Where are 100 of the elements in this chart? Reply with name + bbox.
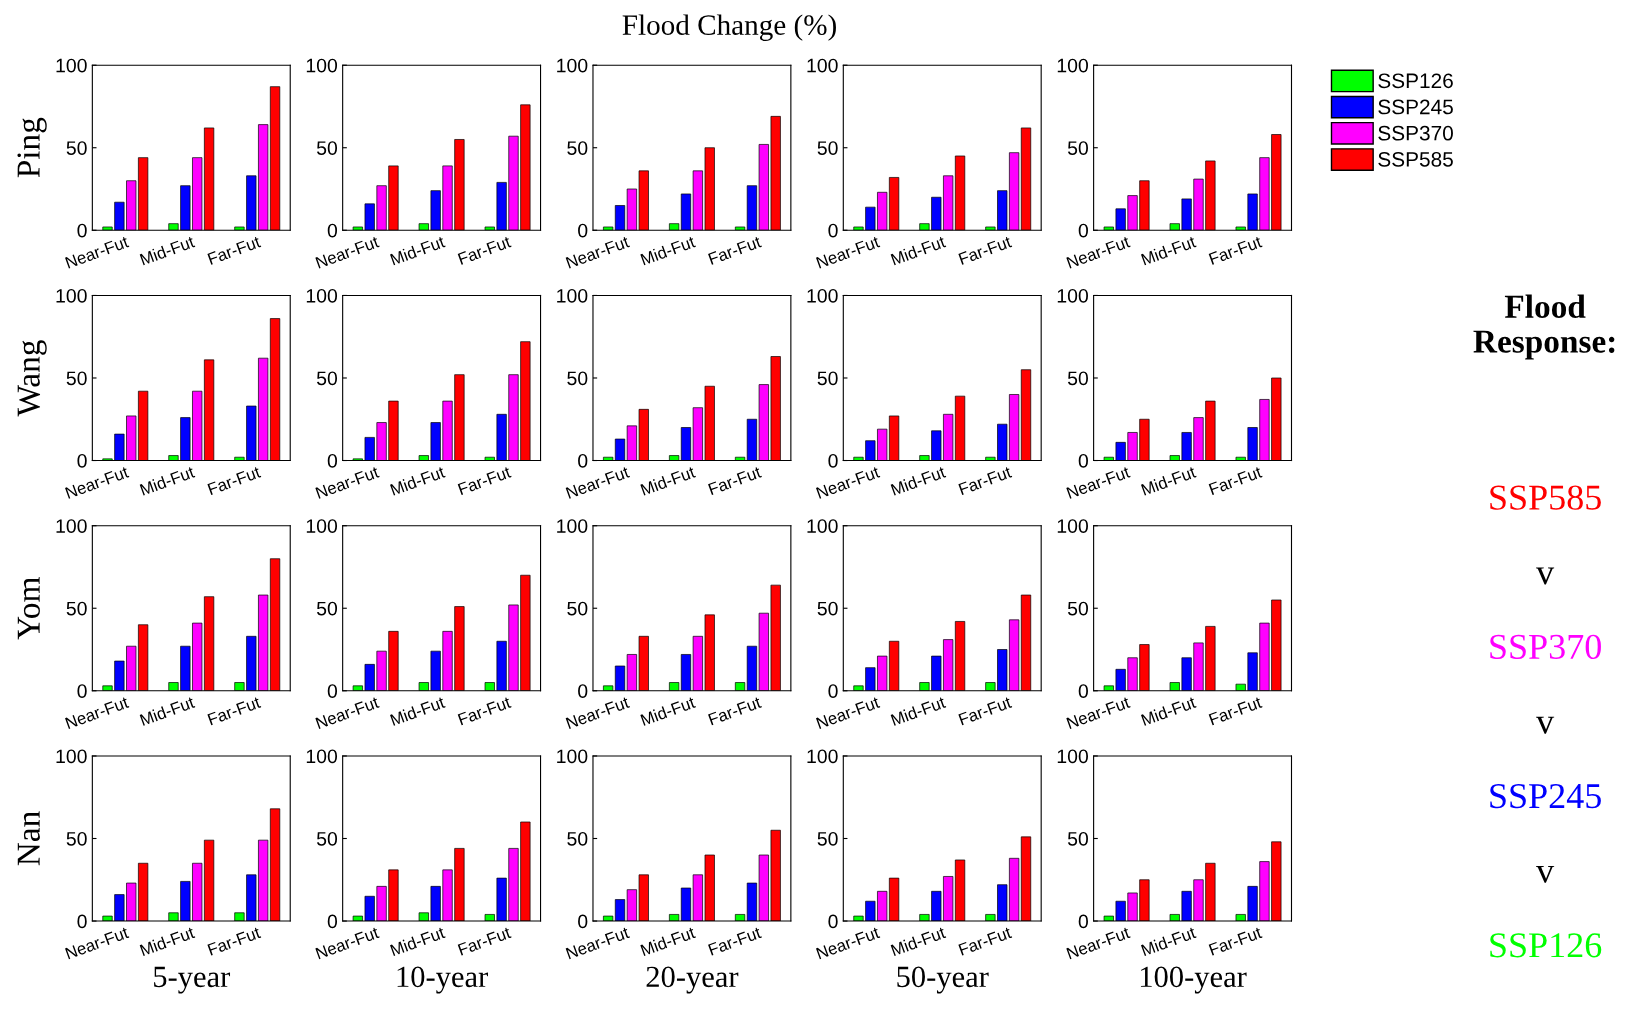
- y-tick-label: 50: [1067, 831, 1088, 846]
- x-tick-label: Far-Fut: [457, 235, 512, 265]
- x-tick-label: Mid-Fut: [890, 235, 947, 266]
- legend-label: SSP245: [1378, 99, 1453, 115]
- x-tick-label: Mid-Fut: [389, 235, 446, 266]
- y-tick-label: 0: [578, 453, 588, 468]
- y-tick-label: 100: [1057, 749, 1088, 764]
- y-tick-label: 100: [807, 58, 838, 73]
- y-tick-label: 100: [557, 519, 588, 533]
- x-tick-label: Mid-Fut: [640, 235, 696, 266]
- x-tick-label: Far-Fut: [708, 926, 762, 956]
- x-tick-label: Mid-Fut: [640, 925, 696, 957]
- x-tick-label: Mid-Fut: [890, 925, 947, 957]
- y-tick-label: 100: [306, 288, 338, 303]
- y-tick-label: 50: [66, 141, 87, 155]
- x-tick-label: Far-Fut: [207, 465, 262, 496]
- y-tick-label: 0: [327, 914, 338, 929]
- y-tick-label: 100: [306, 58, 338, 73]
- text: SSP585: [1490, 485, 1601, 510]
- y-tick-label: 50: [316, 371, 338, 386]
- y-tick-label: 50: [567, 831, 588, 846]
- y-tick-label: 50: [316, 141, 338, 155]
- y-tick-label: 100: [557, 58, 588, 73]
- y-tick-label: 0: [578, 684, 588, 699]
- y-tick-label: 50: [66, 831, 87, 846]
- y-tick-label: 0: [1078, 223, 1088, 238]
- x-tick-label: Far-Fut: [1208, 235, 1263, 265]
- y-tick-label: 50: [66, 371, 87, 386]
- y-tick-label: 50: [817, 141, 838, 155]
- y-tick-label: 0: [77, 914, 87, 929]
- x-axis-title: 50-year: [897, 966, 989, 994]
- x-tick-label: Far-Fut: [457, 465, 512, 496]
- y-tick-label: 50: [316, 601, 338, 616]
- legend-label: SSP370: [1378, 125, 1453, 141]
- y-tick-label: 0: [578, 914, 588, 929]
- y-tick-label: 0: [327, 223, 338, 238]
- y-tick-label: 50: [66, 601, 87, 616]
- text: v: [1536, 865, 1555, 883]
- y-tick-label: 100: [56, 519, 87, 533]
- y-tick-label: 50: [567, 601, 588, 616]
- x-tick-label: Mid-Fut: [139, 925, 196, 957]
- text: Flood Response:: [1473, 294, 1615, 360]
- y-tick-label: 100: [557, 288, 588, 303]
- y-tick-label: 0: [77, 223, 87, 238]
- x-tick-label: Far-Fut: [708, 465, 762, 496]
- text: v: [1536, 567, 1555, 585]
- x-tick-label: Far-Fut: [708, 235, 762, 265]
- x-tick-label: Far-Fut: [457, 926, 512, 956]
- x-axis-title: 20-year: [646, 966, 739, 994]
- y-tick-label: 50: [567, 141, 588, 155]
- x-tick-label: Mid-Fut: [1140, 925, 1197, 957]
- x-tick-label: Far-Fut: [708, 696, 762, 726]
- y-tick-label: 0: [327, 684, 338, 699]
- y-axis-title: Wang: [17, 340, 47, 417]
- x-tick-label: Far-Fut: [958, 696, 1013, 726]
- x-tick-label: Mid-Fut: [1140, 235, 1197, 266]
- y-tick-label: 50: [1067, 141, 1088, 155]
- x-tick-label: Far-Fut: [1208, 465, 1263, 496]
- x-tick-label: Mid-Fut: [139, 235, 196, 266]
- y-tick-label: 100: [807, 749, 838, 764]
- y-tick-label: 0: [828, 684, 838, 699]
- y-tick-label: 0: [1078, 453, 1088, 468]
- y-tick-label: 50: [316, 831, 338, 846]
- x-axis-title: 100-year: [1140, 966, 1247, 994]
- y-tick-label: 0: [1078, 914, 1088, 929]
- text: v: [1536, 716, 1555, 734]
- y-tick-label: 50: [817, 831, 838, 846]
- x-tick-label: Far-Fut: [457, 696, 512, 726]
- y-tick-label: 0: [77, 684, 87, 699]
- y-tick-label: 0: [828, 453, 838, 468]
- y-tick-label: 100: [56, 749, 87, 764]
- x-axis-title: 5-year: [154, 966, 231, 994]
- x-tick-label: Far-Fut: [207, 235, 262, 265]
- x-tick-label: Far-Fut: [958, 926, 1013, 956]
- y-tick-label: 100: [306, 749, 338, 764]
- chart-title: Flood Change (%): [622, 14, 836, 41]
- y-tick-label: 50: [817, 371, 838, 386]
- y-tick-label: 100: [1057, 519, 1088, 533]
- x-tick-label: Far-Fut: [207, 926, 262, 956]
- x-tick-label: Far-Fut: [1208, 926, 1263, 956]
- x-tick-label: Far-Fut: [207, 696, 262, 726]
- y-tick-label: 100: [1057, 58, 1088, 73]
- y-tick-label: 0: [327, 453, 338, 468]
- x-tick-label: Far-Fut: [1208, 696, 1263, 726]
- y-axis-title: Yom: [17, 577, 40, 640]
- y-tick-label: 100: [56, 288, 87, 303]
- y-axis-title: Ping: [17, 117, 47, 178]
- x-tick-label: Mid-Fut: [389, 925, 446, 957]
- text: SSP126: [1490, 933, 1602, 958]
- x-axis-title: 10-year: [397, 966, 488, 994]
- y-tick-label: 0: [77, 453, 87, 468]
- text: SSP370: [1490, 634, 1601, 660]
- y-tick-label: 0: [578, 223, 588, 238]
- y-tick-label: 50: [1067, 601, 1088, 616]
- y-axis-title: Nan: [17, 811, 40, 866]
- y-tick-label: 100: [1057, 288, 1088, 303]
- text: SSP245: [1490, 783, 1601, 809]
- x-tick-label: Far-Fut: [958, 465, 1013, 496]
- legend-label: SSP585: [1378, 151, 1453, 167]
- y-tick-label: 0: [828, 223, 838, 238]
